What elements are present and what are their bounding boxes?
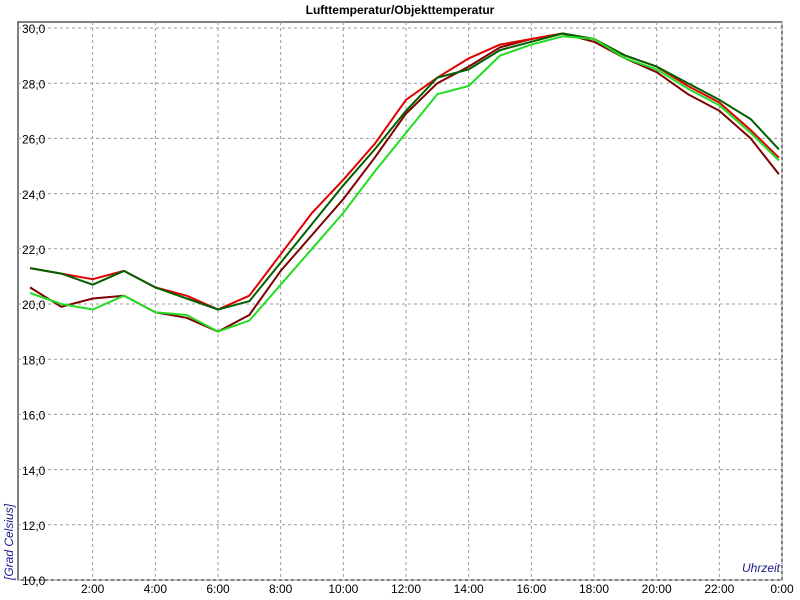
x-tick-label: 20:00 bbox=[642, 582, 672, 596]
x-tick-label: 4:00 bbox=[144, 582, 168, 596]
x-tick-label: 2:00 bbox=[81, 582, 105, 596]
y-tick-label: 14,0 bbox=[22, 464, 46, 478]
data-line bbox=[29, 35, 780, 333]
x-tick-label: 12:00 bbox=[391, 582, 421, 596]
y-tick-label: 18,0 bbox=[22, 353, 46, 367]
y-tick-label: 10,0 bbox=[22, 574, 46, 588]
x-tick-label: 22:00 bbox=[704, 582, 734, 596]
y-tick-label: 12,0 bbox=[22, 519, 46, 533]
x-axis-label: Uhrzeit bbox=[742, 561, 781, 575]
y-tick-label: 16,0 bbox=[22, 409, 46, 423]
x-tick-label: 6:00 bbox=[206, 582, 230, 596]
y-tick-label: 26,0 bbox=[22, 133, 46, 147]
chart-title: Lufttemperatur/Objekttemperatur bbox=[306, 3, 495, 17]
y-tick-label: 28,0 bbox=[22, 77, 46, 91]
y-tick-label: 24,0 bbox=[22, 188, 46, 202]
data-line bbox=[29, 32, 780, 311]
x-tick-label: 14:00 bbox=[454, 582, 484, 596]
x-tick-label: 10:00 bbox=[328, 582, 358, 596]
x-tick-label: 0:00 bbox=[770, 582, 794, 596]
plot-frame bbox=[17, 21, 783, 581]
y-tick-label: 30,0 bbox=[22, 22, 46, 36]
x-tick-label: 16:00 bbox=[516, 582, 546, 596]
y-axis-label: [Grad Celsius] bbox=[2, 503, 16, 581]
y-tick-label: 20,0 bbox=[22, 298, 46, 312]
x-tick-label: 18:00 bbox=[579, 582, 609, 596]
x-tick-label: 8:00 bbox=[269, 582, 293, 596]
y-tick-label: 22,0 bbox=[22, 243, 46, 257]
